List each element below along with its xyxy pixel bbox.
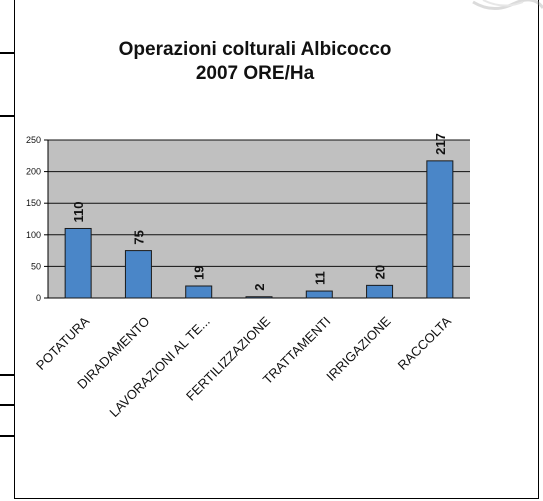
x-category-label: LAVORAZIONI AL TE... xyxy=(106,314,212,420)
bar xyxy=(185,285,213,299)
frame-tick-mark xyxy=(0,374,14,376)
bar-value-label: 75 xyxy=(131,230,146,244)
frame-tick-mark xyxy=(0,52,14,54)
x-category-label: POTATURA xyxy=(33,313,93,373)
bar xyxy=(64,227,92,299)
decorative-texture xyxy=(472,0,543,10)
bar xyxy=(305,290,333,299)
bar-value-label: 19 xyxy=(192,266,207,280)
y-tick-label: 0 xyxy=(36,293,41,303)
x-category-label: IRRIGAZIONE xyxy=(323,313,394,384)
chart-frame xyxy=(14,0,539,499)
bar xyxy=(366,284,394,299)
bar-value-label: 20 xyxy=(373,265,388,279)
y-tick-label: 250 xyxy=(26,135,41,145)
y-tick-label: 100 xyxy=(26,230,41,240)
bar-value-label: 110 xyxy=(71,201,86,222)
y-tick-label: 150 xyxy=(26,198,41,208)
bar-value-label: 2 xyxy=(252,284,267,291)
bar xyxy=(245,296,273,299)
plot-area xyxy=(48,140,470,298)
chart-title-line-1: Operazioni colturali Albicocco xyxy=(118,39,392,60)
bar-value-label: 217 xyxy=(433,133,448,155)
chart-title-line-2: 2007 ORE/Ha xyxy=(195,63,315,84)
x-category-label: RACCOLTA xyxy=(395,313,455,373)
bar-value-label: 11 xyxy=(312,271,327,285)
bar xyxy=(426,160,454,299)
y-tick-label: 200 xyxy=(26,167,41,177)
y-axis: 0 50 100 150 200 250 xyxy=(26,135,470,303)
bar xyxy=(124,250,152,299)
gridlines xyxy=(48,139,470,267)
frame-tick-mark xyxy=(0,435,14,437)
y-tick-label: 50 xyxy=(31,261,41,271)
bars: 110 75 19 2 11 20 217 xyxy=(64,133,454,299)
chart-title: Operazioni colturali Albicocco 2007 ORE/… xyxy=(60,38,450,86)
frame-tick-mark xyxy=(0,404,14,406)
frame-tick-mark xyxy=(0,115,14,117)
